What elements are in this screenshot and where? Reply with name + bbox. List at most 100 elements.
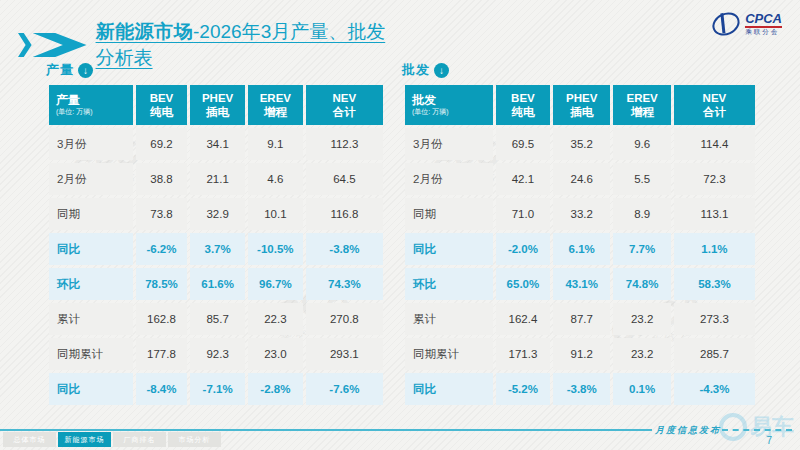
row-label: 3月份 [405,128,493,160]
table-row: 2月份42.124.65.572.3 [405,163,755,195]
column-header: EREV增程 [613,85,670,125]
page-title-main: 新能源市场 [96,21,194,42]
data-cell: 293.1 [306,338,383,370]
table-row: 同比-2.0%6.1%7.7%1.1% [405,233,755,265]
data-cell: 114.4 [674,128,755,160]
data-cell: 4.6 [248,163,303,195]
column-header: BEV纯电 [496,85,550,125]
data-cell: 74.8% [613,268,670,300]
tab-overall-market[interactable]: 总体市场 [3,432,56,447]
data-cell: 43.1% [553,268,610,300]
data-cell: 116.8 [306,198,383,230]
wholesale-table: 批发(单位: 万辆) BEV纯电 PHEV插电 EREV增程 NEV合计 3月份… [402,82,758,408]
data-cell: -8.4% [136,373,188,405]
data-cell: 71.0 [496,198,550,230]
tab-manufacturer-ranking[interactable]: 厂商排名 [113,432,166,447]
data-cell: 5.5 [613,163,670,195]
row-label: 环比 [405,268,493,300]
data-cell: 74.3% [306,268,383,300]
data-cell: 38.8 [136,163,188,195]
production-section-header: 产量 ↓ [46,60,386,80]
tab-market-analysis[interactable]: 市场分析 [168,432,221,447]
data-cell: 69.5 [496,128,550,160]
data-cell: 162.4 [496,303,550,335]
data-cell: 87.7 [553,303,610,335]
tab-nev-market[interactable]: 新能源市场 [58,432,111,447]
cpca-logo: CPCA 乘联分会 [712,12,782,36]
data-cell: 113.1 [674,198,755,230]
row-label: 同比 [49,233,133,265]
table-row: 环比78.5%61.6%96.7%74.3% [49,268,383,300]
data-cell: 61.6% [190,268,245,300]
footer-divider [0,429,652,431]
table-row: 累计162.885.722.3270.8 [49,303,383,335]
column-header: PHEV插电 [553,85,610,125]
row-label: 同比 [405,233,493,265]
data-cell: 21.1 [190,163,245,195]
data-cell: 58.3% [674,268,755,300]
data-cell: 285.7 [674,338,755,370]
table-header-row: 批发(单位: 万辆) BEV纯电 PHEV插电 EREV增程 NEV合计 [405,85,755,125]
down-arrow-icon: ↓ [434,63,449,78]
data-cell: 23.2 [613,338,670,370]
table-row: 同比-5.2%-3.8%0.1%-4.3% [405,373,755,405]
table-row: 3月份69.535.29.6114.4 [405,128,755,160]
data-cell: 92.3 [190,338,245,370]
wholesale-section-label: 批发 [402,61,430,79]
data-cell: 23.0 [248,338,303,370]
data-cell: 171.3 [496,338,550,370]
wholesale-section: 批发 ↓ 批发(单位: 万辆) BEV纯电 PHEV插电 EREV增程 NEV合… [402,60,758,408]
row-label: 累计 [49,303,133,335]
table-row: 累计162.487.723.2273.3 [405,303,755,335]
data-cell: 24.6 [553,163,610,195]
data-cell: 1.1% [674,233,755,265]
down-arrow-icon: ↓ [78,63,93,78]
row-label: 同期 [49,198,133,230]
row-label: 累计 [405,303,493,335]
data-cell: -6.2% [136,233,188,265]
data-cell: 270.8 [306,303,383,335]
column-header: PHEV插电 [190,85,245,125]
column-header: EREV增程 [248,85,303,125]
yiche-ring-icon [719,413,747,441]
data-cell: 3.7% [190,233,245,265]
table-row: 同期73.832.910.1116.8 [49,198,383,230]
data-cell: 273.3 [674,303,755,335]
data-cell: -7.1% [190,373,245,405]
table-row: 同期71.033.28.9113.1 [405,198,755,230]
production-table: 产量(单位: 万辆) BEV纯电 PHEV插电 EREV增程 NEV合计 3月份… [46,82,386,408]
data-cell: 65.0% [496,268,550,300]
data-cell: 9.1 [248,128,303,160]
data-cell: 22.3 [248,303,303,335]
data-cell: -10.5% [248,233,303,265]
table-row: 同期累计171.391.223.2285.7 [405,338,755,370]
table-row: 同期累计177.892.323.0293.1 [49,338,383,370]
row-label: 同比 [49,373,133,405]
data-cell: 72.3 [674,163,755,195]
data-cell: 34.1 [190,128,245,160]
page-number: 7 [766,435,772,446]
data-cell: 73.8 [136,198,188,230]
table-row: 同比-6.2%3.7%-10.5%-3.8% [49,233,383,265]
data-cell: 10.1 [248,198,303,230]
row-label: 同期 [405,198,493,230]
data-cell: -7.6% [306,373,383,405]
cpca-logo-subtitle: 乘联分会 [745,29,782,36]
cpca-logo-name: CPCA [745,12,782,28]
chevron-right-icon [33,33,87,57]
table-header-row: 产量(单位: 万辆) BEV纯电 PHEV插电 EREV增程 NEV合计 [49,85,383,125]
cpca-logo-icon [709,8,744,39]
data-cell: 177.8 [136,338,188,370]
table-row: 2月份38.821.14.664.5 [49,163,383,195]
data-cell: 23.2 [613,303,670,335]
table-row: 环比65.0%43.1%74.8%58.3% [405,268,755,300]
data-cell: 64.5 [306,163,383,195]
data-cell: 91.2 [553,338,610,370]
row-label: 环比 [49,268,133,300]
data-cell: -2.8% [248,373,303,405]
wholesale-section-header: 批发 ↓ [402,60,758,80]
footer-dash-line [722,429,792,431]
row-label: 2月份 [49,163,133,195]
data-cell: 8.9 [613,198,670,230]
data-cell: -2.0% [496,233,550,265]
